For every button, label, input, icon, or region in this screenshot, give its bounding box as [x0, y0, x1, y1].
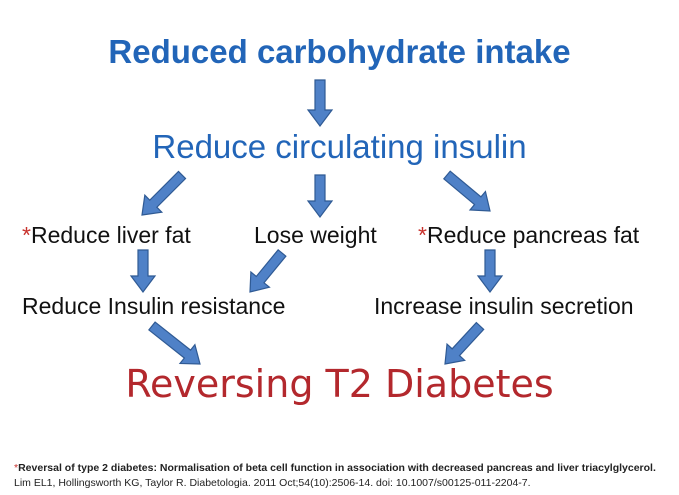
arrow-pancreas-to-secretion — [476, 249, 504, 293]
arrow-secretion-to-result — [444, 321, 485, 365]
reference-footnote: *Reversal of type 2 diabetes: Normalisat… — [14, 461, 656, 491]
reduce-insulin-resistance-node: Reduce Insulin resistance — [22, 293, 286, 319]
arrow-liver-to-resistance — [129, 249, 157, 293]
arrow-insulin-to-liver — [141, 170, 187, 216]
lose-weight-node: Lose weight — [254, 222, 377, 248]
reduce-liver-fat-node: *Reduce liver fat — [22, 222, 191, 249]
arrow-insulin-to-weight — [306, 174, 334, 218]
reversing-t2-diabetes-node: Reversing T2 Diabetes — [125, 362, 554, 406]
reduce-liver-fat-label: Reduce liver fat — [30, 222, 191, 248]
reference-citation: Lim EL1, Hollingsworth KG, Taylor R. Dia… — [14, 477, 531, 489]
reference-title: Reversal of type 2 diabetes: Normalisati… — [18, 462, 656, 474]
arrow-carb-to-insulin — [306, 79, 334, 127]
increase-insulin-secretion-node: Increase insulin secretion — [374, 293, 634, 319]
reduce-pancreas-fat-label: Reduce pancreas fat — [426, 222, 640, 248]
footnote-star: * — [22, 222, 31, 248]
reduce-pancreas-fat-node: *Reduce pancreas fat — [418, 222, 639, 249]
footnote-star: * — [14, 462, 19, 474]
footnote-star: * — [418, 222, 427, 248]
arrow-weight-to-resistance — [249, 248, 287, 293]
arrow-insulin-to-pancreas — [442, 170, 491, 212]
diagram-title: Reduced carbohydrate intake — [108, 33, 571, 70]
reduce-insulin-node: Reduce circulating insulin — [152, 128, 527, 165]
arrow-resistance-to-result — [148, 321, 201, 365]
